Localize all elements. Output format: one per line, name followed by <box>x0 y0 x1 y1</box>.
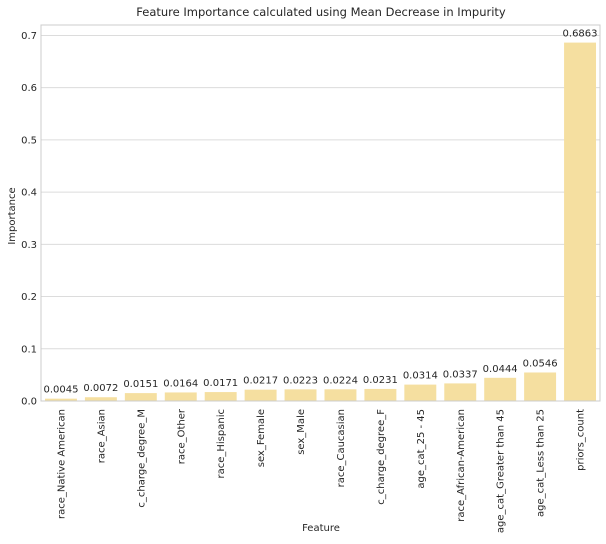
y-tick-label: 0.2 <box>21 292 37 303</box>
x-tick-label: age_cat_Greater than 45 <box>496 409 507 533</box>
x-tick-label: c_charge_degree_M <box>136 409 147 508</box>
x-tick-label: race_African-American <box>456 409 467 522</box>
data-label: 0.0314 <box>403 371 438 382</box>
x-tick-label: c_charge_degree_F <box>376 409 387 505</box>
data-label: 0.0045 <box>43 385 78 396</box>
bar <box>444 383 477 401</box>
x-tick-label: race_Asian <box>96 409 107 463</box>
y-tick-label: 0.4 <box>21 188 37 199</box>
data-label: 0.0151 <box>123 379 158 390</box>
data-label: 0.0224 <box>323 375 358 386</box>
data-label: 0.0164 <box>163 378 198 389</box>
gridlines <box>41 34 600 402</box>
x-tick-label: sex_Male <box>296 409 307 455</box>
bar <box>364 388 397 401</box>
plot-frame <box>40 24 601 402</box>
y-tick-label: 0.1 <box>21 344 37 355</box>
data-label: 0.0217 <box>243 376 278 387</box>
bar <box>564 42 597 402</box>
bar <box>164 392 197 401</box>
y-tick-label: 0.0 <box>21 397 37 408</box>
bars <box>44 42 597 402</box>
bar <box>524 372 557 401</box>
y-tick-label: 0.3 <box>21 240 37 251</box>
data-label: 0.0444 <box>483 364 518 375</box>
x-axis-ticks: race_Native American race_Asian c_charge_d… <box>56 408 586 533</box>
data-label: 0.6863 <box>563 29 598 40</box>
data-label: 0.0223 <box>283 375 318 386</box>
data-label: 0.0231 <box>363 375 398 386</box>
data-label: 0.0337 <box>443 369 478 380</box>
data-label: 0.0171 <box>203 378 238 389</box>
bar <box>484 377 517 401</box>
x-tick-label: race_Native American <box>56 409 67 519</box>
data-labels: 0.0045 0.0072 0.0151 0.0164 0.0171 0.0217 0.02… <box>43 29 597 396</box>
bar <box>404 384 437 401</box>
y-axis-label: Importance <box>7 187 18 244</box>
y-tick-label: 0.7 <box>21 31 37 42</box>
y-tick-label: 0.5 <box>21 135 37 146</box>
x-tick-label: priors_count <box>576 409 587 471</box>
bar <box>284 389 317 401</box>
bar <box>44 398 77 401</box>
x-tick-label: sex_Female <box>256 409 267 467</box>
bar <box>324 389 357 401</box>
x-axis-label: Feature <box>302 523 340 534</box>
x-tick-label: age_cat_Less than 25 <box>536 409 547 517</box>
x-tick-label: age_cat_25 - 45 <box>416 409 427 489</box>
x-tick-label: race_Other <box>176 408 187 464</box>
chart-title: Feature Importance calculated using Mean… <box>136 5 506 19</box>
x-tick-label: race_Hispanic <box>216 409 227 479</box>
x-tick-label: race_Caucasian <box>336 409 347 487</box>
bar <box>244 389 277 401</box>
bar <box>124 393 157 401</box>
bar <box>84 397 117 401</box>
data-label: 0.0546 <box>523 358 558 369</box>
y-axis-ticks: 0.0 0.1 0.2 0.3 0.4 0.5 0.6 0.7 <box>21 31 37 408</box>
y-tick-label: 0.6 <box>21 83 37 94</box>
data-label: 0.0072 <box>83 383 118 394</box>
bar <box>204 392 237 401</box>
